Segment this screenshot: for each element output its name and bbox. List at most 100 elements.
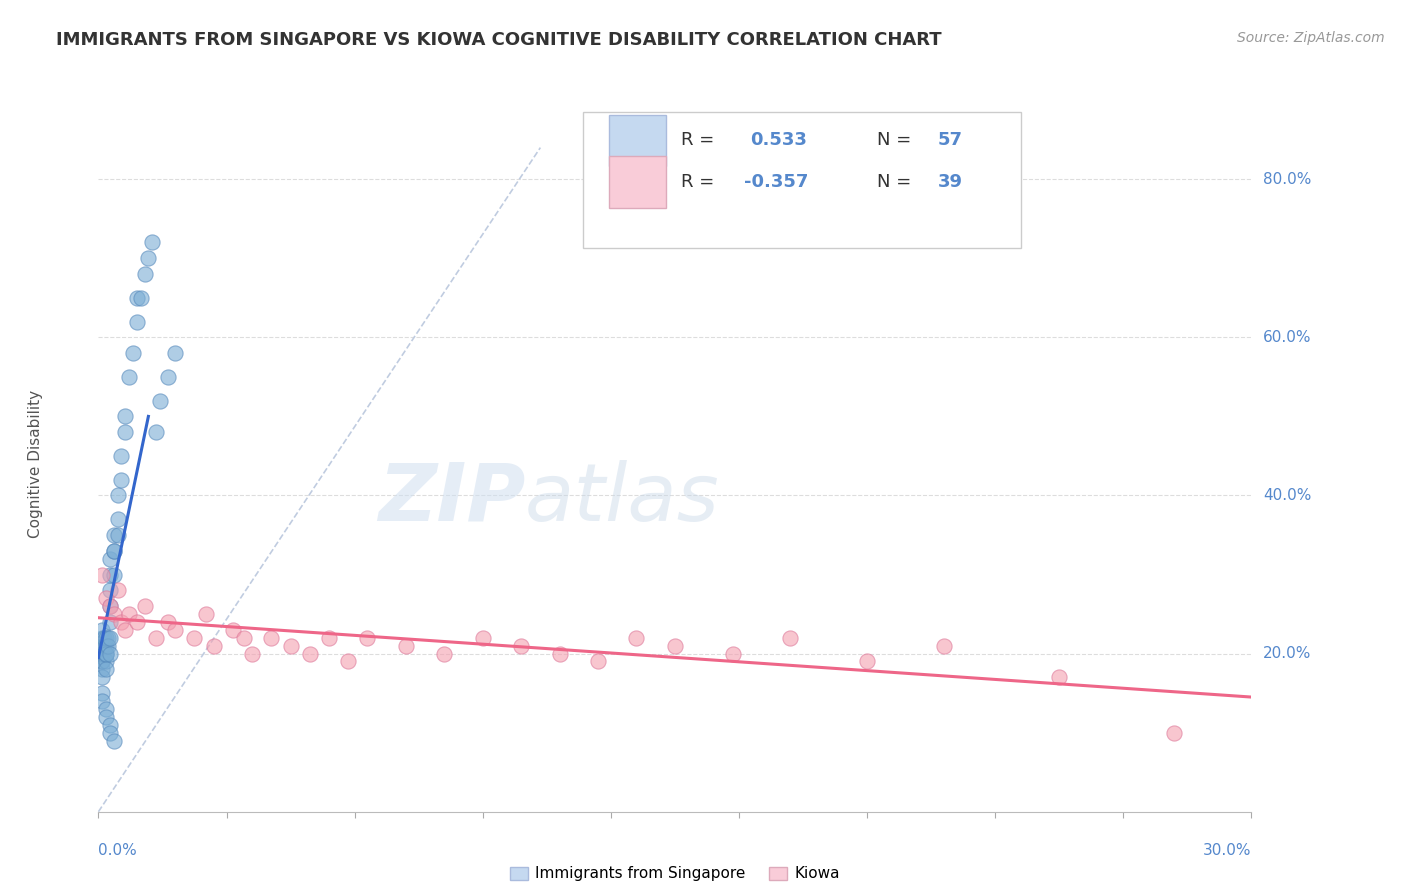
Point (98, 615, 121, 629)
Text: -0.357: -0.357 (744, 173, 808, 191)
Point (165, 346, 187, 360)
Point (91, 623, 114, 637)
Point (932, 639, 955, 653)
Point (94, 710, 117, 724)
Point (91, 639, 114, 653)
Point (280, 639, 302, 653)
Point (298, 647, 321, 661)
Point (260, 631, 283, 645)
Point (91, 647, 114, 661)
Point (98, 567, 121, 582)
Point (91, 662, 114, 676)
Text: 80.0%: 80.0% (1263, 172, 1312, 186)
Point (110, 473, 132, 487)
Point (122, 346, 145, 360)
Text: 20.0%: 20.0% (1263, 646, 1312, 661)
Point (318, 631, 340, 645)
Point (337, 655, 360, 669)
Point (98, 583, 121, 598)
FancyBboxPatch shape (582, 112, 1021, 248)
Point (93, 631, 115, 645)
Point (118, 607, 141, 621)
Point (91, 567, 114, 582)
Point (138, 252, 160, 266)
Point (586, 655, 609, 669)
Point (134, 267, 156, 281)
Text: 0.0%: 0.0% (98, 843, 138, 858)
Text: Source: ZipAtlas.com: Source: ZipAtlas.com (1237, 31, 1385, 45)
FancyBboxPatch shape (609, 114, 665, 166)
Text: 60.0%: 60.0% (1263, 330, 1312, 345)
Point (626, 631, 648, 645)
Point (721, 647, 744, 661)
Point (145, 631, 167, 645)
Point (94, 662, 117, 676)
Point (118, 369, 141, 384)
Point (195, 607, 218, 621)
Point (94, 631, 117, 645)
Point (202, 639, 225, 653)
Point (91, 694, 114, 708)
Point (1163, 725, 1185, 739)
Point (156, 369, 179, 384)
Point (125, 291, 148, 305)
Point (94, 639, 117, 653)
Point (149, 393, 172, 408)
Point (103, 543, 125, 558)
Text: ZIP: ZIP (378, 459, 524, 538)
Point (395, 639, 418, 653)
Point (103, 733, 125, 747)
Point (165, 623, 187, 637)
Point (107, 583, 129, 598)
Point (134, 599, 156, 614)
Point (94, 591, 117, 606)
Point (156, 615, 179, 629)
Text: 39: 39 (938, 173, 963, 191)
Text: R =: R = (681, 173, 720, 191)
Point (433, 647, 456, 661)
Point (97, 631, 120, 645)
Point (856, 655, 879, 669)
Point (110, 615, 132, 629)
Point (107, 488, 129, 502)
Text: 30.0%: 30.0% (1204, 843, 1251, 858)
Point (114, 425, 136, 440)
Point (103, 607, 125, 621)
Point (114, 623, 136, 637)
Text: 40.0%: 40.0% (1263, 488, 1312, 503)
Text: 0.533: 0.533 (749, 131, 807, 149)
FancyBboxPatch shape (609, 156, 665, 208)
Point (98, 631, 121, 645)
Point (97, 639, 120, 653)
Point (94, 702, 117, 716)
Text: N =: N = (877, 131, 917, 149)
Point (107, 512, 129, 526)
Point (98, 599, 121, 614)
Point (103, 528, 125, 542)
Point (93, 647, 115, 661)
Point (91, 655, 114, 669)
Point (222, 623, 245, 637)
Point (114, 409, 136, 424)
Point (98, 717, 121, 731)
Text: 57: 57 (938, 131, 963, 149)
Point (471, 631, 494, 645)
Point (91, 686, 114, 700)
Point (183, 631, 205, 645)
Point (125, 314, 148, 328)
Point (110, 449, 132, 463)
Point (356, 631, 378, 645)
Point (98, 647, 121, 661)
Text: atlas: atlas (524, 459, 720, 538)
Text: Cognitive Disability: Cognitive Disability (28, 390, 42, 538)
Point (145, 425, 167, 440)
Point (93, 639, 115, 653)
Point (548, 647, 571, 661)
Point (89, 647, 111, 661)
Point (107, 528, 129, 542)
Point (91, 631, 114, 645)
Point (103, 543, 125, 558)
Point (98, 551, 121, 566)
Text: IMMIGRANTS FROM SINGAPORE VS KIOWA COGNITIVE DISABILITY CORRELATION CHART: IMMIGRANTS FROM SINGAPORE VS KIOWA COGNI… (56, 31, 942, 49)
Point (1047, 670, 1070, 684)
